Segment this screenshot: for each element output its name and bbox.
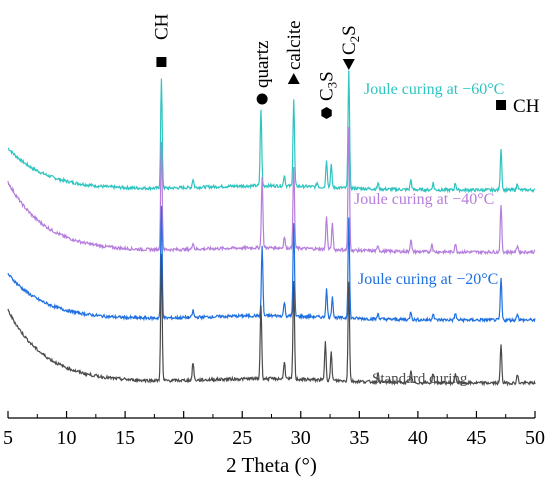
x-axis: 5 10 15 20 25 30 35 40 45 50 2 Theta (°) — [3, 411, 545, 477]
phase-label: C2S — [339, 25, 362, 55]
x-tick-label: 50 — [525, 427, 545, 449]
series-label: Joule curing at −40°C — [354, 191, 494, 208]
x-tick-label: 15 — [115, 427, 135, 449]
series-label: Joule curing at −20°C — [358, 271, 498, 288]
triangle-down-marker-icon — [342, 59, 355, 70]
x-tick-label: 20 — [174, 427, 194, 449]
square-marker-icon — [496, 100, 507, 110]
phase-label: C3S — [317, 71, 340, 101]
phase-label: CH — [513, 96, 540, 117]
series-line — [7, 205, 536, 324]
square-marker-icon — [156, 57, 167, 67]
hexagon-marker-icon — [321, 107, 332, 119]
x-tick-label: 10 — [57, 427, 77, 449]
series-line — [7, 253, 536, 387]
x-tick-label: 35 — [349, 427, 369, 449]
x-tick-label: 25 — [232, 427, 252, 449]
series-label: Standard curing — [372, 371, 468, 387]
x-tick-group: 5 10 15 20 25 30 35 40 45 50 — [3, 411, 545, 449]
series-label-group: Joule curing at −60°C Joule curing at −40… — [354, 81, 504, 387]
x-tick-label: 40 — [408, 427, 428, 449]
series-line — [7, 70, 536, 194]
series-line — [7, 126, 536, 256]
phase-annotation-group: CH quartz calcite C3S C2S CH — [151, 13, 540, 119]
x-tick-label: 45 — [466, 427, 486, 449]
series-label: Joule curing at −60°C — [364, 81, 504, 98]
x-tick-label: 30 — [291, 427, 311, 449]
phase-label: calcite — [284, 20, 305, 70]
triangle-up-marker-icon — [287, 73, 300, 84]
x-axis-title: 2 Theta (°) — [226, 453, 317, 477]
phase-label: quartz — [252, 41, 273, 88]
circle-marker-icon — [256, 93, 268, 105]
series-layer — [7, 70, 536, 387]
x-tick-label: 5 — [3, 427, 13, 449]
phase-label: CH — [151, 13, 172, 40]
